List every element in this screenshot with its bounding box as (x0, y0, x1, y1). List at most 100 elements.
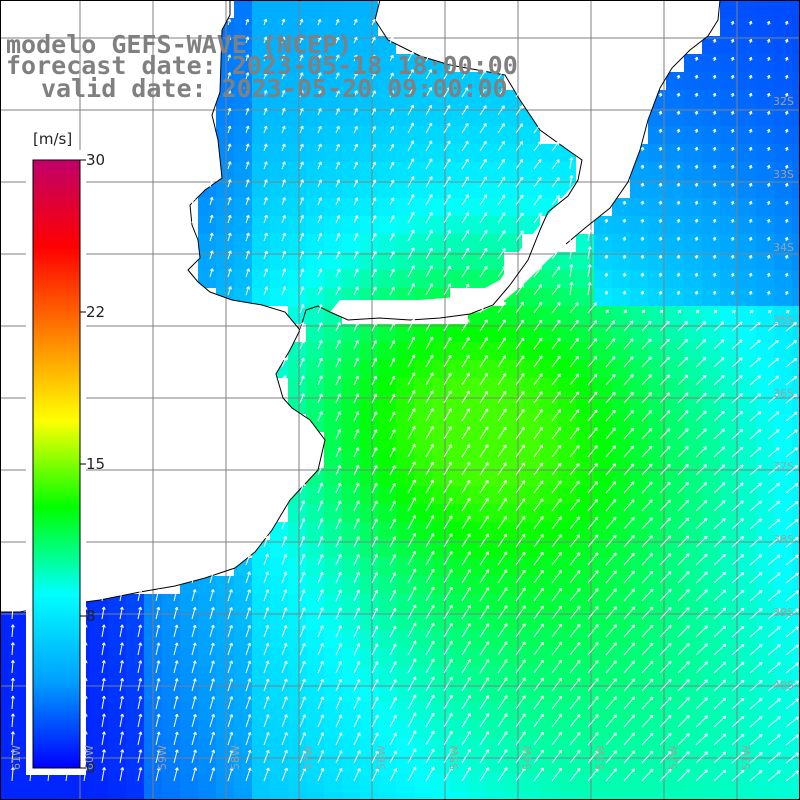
field-cell (324, 342, 342, 360)
field-cell (342, 684, 360, 702)
lat-label-34s: 34S (773, 241, 794, 254)
lon-label-56w: 56W (375, 745, 388, 770)
wind-arrow (749, 716, 763, 728)
wind-arrow (443, 229, 451, 242)
field-cell (648, 234, 666, 252)
field-cell (414, 432, 432, 450)
field-cell (414, 450, 432, 468)
wind-arrow (497, 69, 505, 80)
field-cell (396, 486, 414, 504)
wind-arrow (389, 90, 394, 98)
wind-arrow (263, 125, 268, 134)
wind-arrow (676, 110, 681, 116)
wind-arrow (623, 481, 635, 494)
wind-arrow (10, 606, 15, 620)
field-cell (234, 252, 252, 270)
wind-arrow (515, 408, 525, 422)
field-cell (198, 270, 216, 288)
wind-arrow (461, 69, 469, 80)
wind-arrow (730, 38, 735, 44)
wind-arrow (749, 309, 754, 314)
wind-arrow (587, 246, 592, 260)
field-cell (378, 684, 396, 702)
wind-arrow (353, 375, 360, 386)
wind-arrow (263, 18, 268, 26)
wind-arrow (155, 588, 161, 602)
wind-arrow (569, 677, 581, 692)
field-cell (396, 756, 414, 774)
wind-arrow (281, 107, 286, 116)
field-cell (792, 180, 800, 198)
field-cell (738, 612, 756, 630)
field-cell (774, 54, 792, 72)
wind-arrow (353, 750, 361, 764)
field-cell (270, 180, 288, 198)
wind-arrow (785, 716, 799, 728)
wind-arrow (676, 74, 681, 80)
field-cell (702, 432, 720, 450)
wind-arrow (677, 643, 690, 656)
wind-arrow (245, 696, 252, 710)
field-cell (342, 756, 360, 774)
wind-arrow (623, 660, 636, 674)
wind-arrow (299, 197, 304, 206)
field-cell (216, 738, 234, 756)
wind-arrow (551, 302, 561, 314)
field-cell (648, 450, 666, 468)
wind-arrow (784, 128, 789, 134)
field-cell (450, 702, 468, 720)
field-cell (306, 198, 324, 216)
field-cell (378, 378, 396, 396)
field-cell (450, 504, 468, 522)
field-cell (738, 432, 756, 450)
wind-arrow (641, 427, 653, 440)
field-cell (792, 252, 800, 270)
field-cell (630, 774, 648, 792)
wind-arrow (407, 122, 415, 134)
lon-label-52w: 52W (667, 745, 680, 770)
wind-arrow (227, 624, 233, 638)
field-cell (702, 666, 720, 684)
wind-arrow (730, 200, 735, 206)
wind-arrow (191, 660, 197, 674)
field-cell (684, 450, 702, 468)
wind-arrow (173, 606, 179, 620)
wind-arrow (227, 179, 232, 188)
wind-arrow (317, 268, 323, 278)
wind-arrow (353, 696, 361, 710)
field-cell (756, 414, 774, 432)
field-cell (360, 684, 378, 702)
wind-arrow (353, 536, 360, 548)
wind-arrow (748, 74, 753, 80)
field-cell (432, 450, 450, 468)
field-cell (198, 216, 216, 234)
wind-arrow (281, 660, 288, 674)
wind-arrow (263, 731, 270, 746)
wind-arrow (677, 321, 688, 332)
field-cell (198, 720, 216, 738)
field-cell (792, 378, 800, 396)
model-title: modelo GEFS-WAVE (NCEP) (6, 30, 353, 59)
field-cell (378, 360, 396, 378)
field-cell (450, 720, 468, 738)
wind-arrow (641, 768, 654, 782)
field-cell (270, 594, 288, 612)
wind-arrow (227, 18, 232, 26)
field-cell (774, 756, 792, 774)
field-cell (432, 108, 450, 126)
field-cell (18, 774, 36, 792)
wind-arrow (640, 254, 645, 260)
wind-arrow (227, 767, 234, 782)
wind-arrow (335, 108, 340, 116)
wind-arrow (317, 500, 324, 512)
wind-arrow (119, 588, 124, 602)
wind-arrow (551, 462, 562, 476)
field-cell (378, 270, 396, 288)
wind-arrow (515, 444, 525, 458)
field-cell (612, 288, 630, 306)
wind-arrow (407, 443, 416, 458)
wind-arrow (676, 146, 681, 152)
wind-arrow (353, 411, 360, 422)
wind-arrow (371, 500, 378, 512)
wind-arrow (587, 606, 599, 620)
